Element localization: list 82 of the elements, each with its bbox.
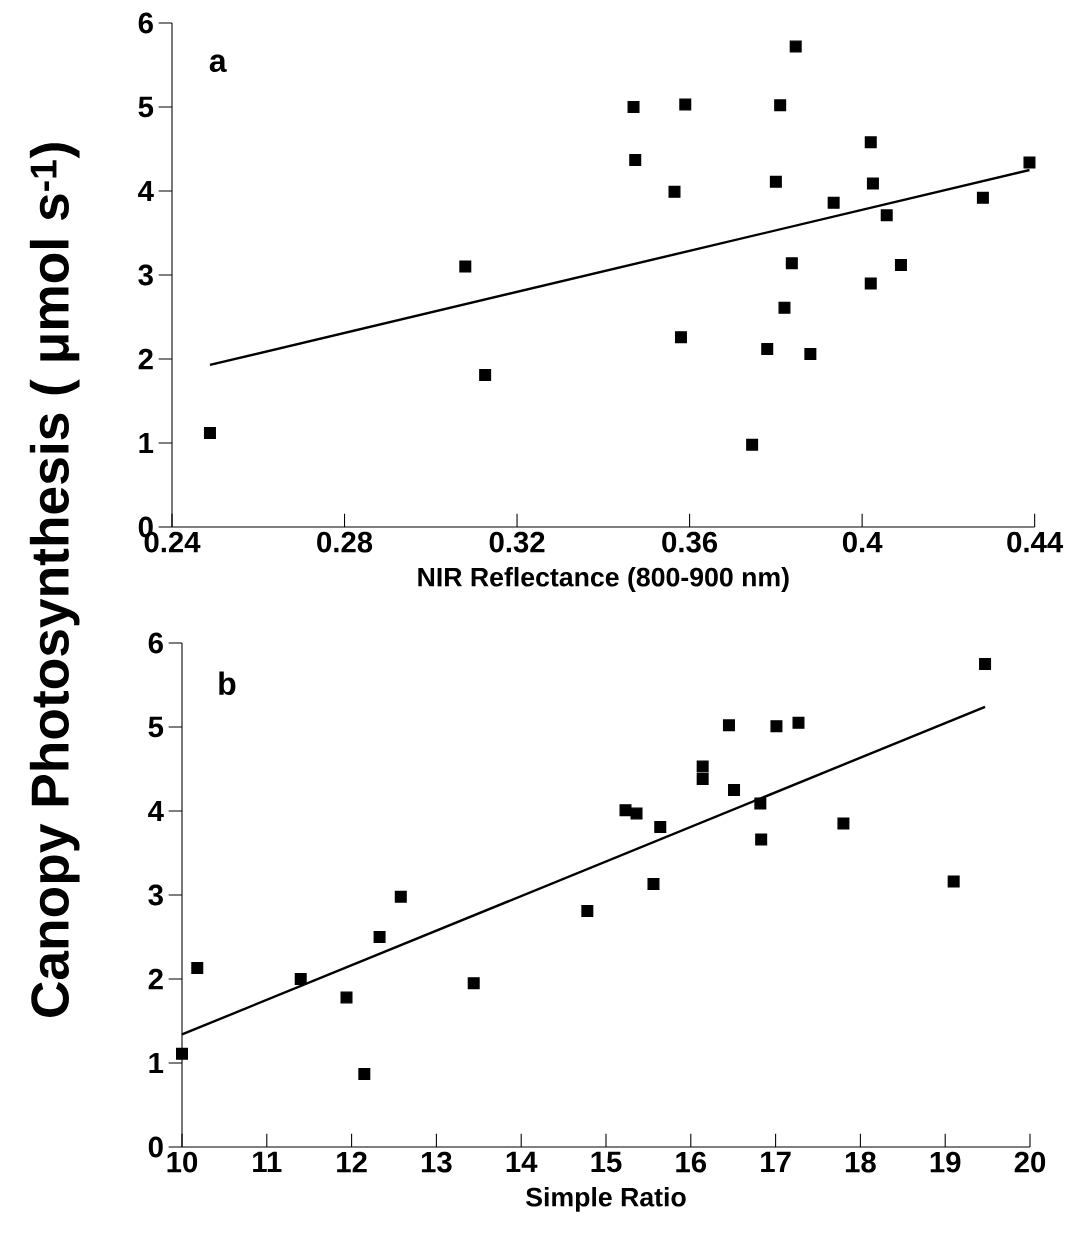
x-tick-label: 14 xyxy=(506,1151,538,1172)
point xyxy=(679,98,692,111)
x-tick-label: 0.36 xyxy=(662,531,718,553)
x-tick-label: 20 xyxy=(1014,1151,1046,1173)
point xyxy=(947,875,960,888)
point xyxy=(294,973,307,985)
point xyxy=(804,347,817,360)
annotation: b xyxy=(219,671,236,696)
x-tick-label: 13 xyxy=(422,1151,452,1173)
x-tick-label: 11 xyxy=(253,1151,282,1172)
point xyxy=(696,773,709,786)
point xyxy=(619,804,632,817)
point xyxy=(675,331,688,344)
y-tick-label: 1 xyxy=(139,432,154,454)
y-tick-label: 6 xyxy=(138,12,154,34)
point xyxy=(977,191,990,204)
point xyxy=(668,185,681,198)
point xyxy=(867,177,880,190)
point xyxy=(770,175,783,188)
point xyxy=(654,820,667,833)
point xyxy=(754,797,767,810)
point xyxy=(340,991,353,1004)
x-tick-label: 15 xyxy=(591,1151,622,1173)
point xyxy=(746,438,759,451)
y-tick-label: 1 xyxy=(149,1052,164,1074)
x-tick-label: 10 xyxy=(167,1151,198,1173)
x-tick-label: 12 xyxy=(337,1151,367,1173)
y-tick-label: 5 xyxy=(138,96,154,118)
x-tick-label: 17 xyxy=(761,1151,791,1172)
point xyxy=(979,658,992,671)
y-tick-label: 5 xyxy=(148,716,164,738)
point xyxy=(864,136,877,149)
point xyxy=(394,890,407,903)
y-tick-label: 6 xyxy=(148,632,164,654)
x-tick-label: 16 xyxy=(676,1151,707,1173)
point xyxy=(479,368,492,381)
point xyxy=(467,977,480,990)
point xyxy=(647,878,660,891)
x-tick-label: 18 xyxy=(846,1151,876,1173)
x-tick-label: 19 xyxy=(930,1151,961,1173)
point xyxy=(864,277,877,290)
x-tick-label: 0.32 xyxy=(489,531,545,553)
y-tick-label: 2 xyxy=(138,348,153,370)
point xyxy=(204,426,217,439)
point xyxy=(176,1047,189,1060)
point xyxy=(755,833,768,846)
point xyxy=(629,153,642,166)
point xyxy=(770,720,783,733)
point xyxy=(728,784,741,797)
point xyxy=(627,101,640,114)
point xyxy=(191,962,204,975)
point xyxy=(880,209,893,222)
point xyxy=(761,342,774,355)
y-tick-label: 3 xyxy=(138,264,154,286)
point xyxy=(373,931,386,943)
annotation: a xyxy=(209,54,227,73)
point xyxy=(789,40,802,53)
point xyxy=(630,807,643,820)
point xyxy=(792,716,805,729)
point xyxy=(696,760,709,773)
y-axis-title: Canopy Photosynthesis ( μmol s$^{-1}$) xyxy=(29,143,80,1017)
y-tick-label: 0 xyxy=(148,1136,163,1158)
x-tick-label: 0.28 xyxy=(317,531,373,553)
point xyxy=(837,817,850,830)
x-axis-title: Simple Ratio xyxy=(526,1187,686,1212)
x-tick-label: 0.44 xyxy=(1007,531,1064,553)
point xyxy=(895,258,908,271)
y-tick-label: 3 xyxy=(148,884,164,906)
point xyxy=(778,301,791,314)
point xyxy=(1023,156,1036,169)
point xyxy=(774,99,787,112)
point xyxy=(581,904,594,917)
point xyxy=(459,260,472,273)
point xyxy=(785,257,798,270)
point xyxy=(827,196,840,209)
y-tick-label: 2 xyxy=(148,968,163,990)
point xyxy=(358,1067,371,1080)
x-axis-title: NIR Reflectance (800-900 nm) xyxy=(418,567,789,592)
point xyxy=(723,719,736,732)
x-tick-label: 0.4 xyxy=(843,531,883,553)
y-tick-label: 4 xyxy=(148,800,164,822)
y-tick-label: 4 xyxy=(138,180,154,202)
